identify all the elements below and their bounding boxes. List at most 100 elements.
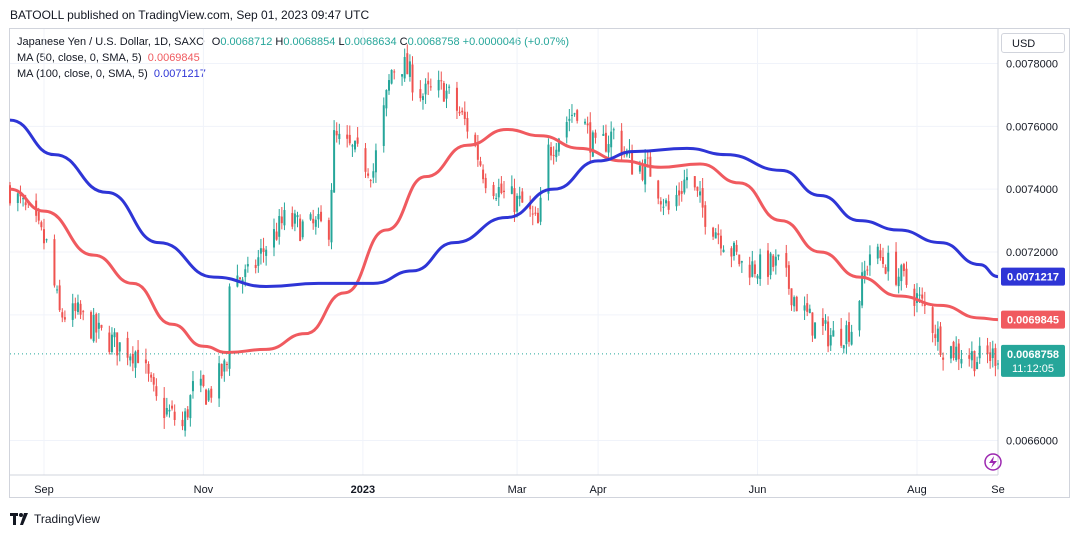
candle-body — [735, 244, 738, 252]
x-tick-label: Se — [991, 484, 1004, 496]
candle-body — [868, 254, 871, 266]
ma50-tag — [1001, 310, 1065, 329]
candle-body — [134, 351, 137, 368]
candle-body — [997, 363, 999, 365]
symbol-name[interactable]: Japanese Yen / U.S. Dollar, 1D, SAXO — [17, 36, 205, 48]
last-price-countdown: 11:12:05 — [1012, 363, 1054, 375]
candle-body — [821, 317, 824, 327]
candle-body — [675, 194, 678, 207]
candle-body — [408, 61, 411, 77]
candle-body — [351, 145, 354, 147]
ohlc-low: 0.0068634 — [344, 36, 397, 48]
candle-body — [385, 89, 388, 109]
candle-body — [244, 269, 247, 278]
candle-body — [421, 96, 424, 101]
candle-body — [952, 341, 955, 358]
candle-body — [283, 210, 286, 226]
candle-body — [191, 381, 194, 392]
candle-body — [110, 334, 113, 353]
candle-body — [168, 409, 171, 412]
candle-body — [58, 285, 61, 311]
candle-body — [390, 69, 393, 84]
candle-body — [991, 348, 994, 359]
currency-button[interactable]: USD — [1001, 33, 1065, 53]
candle-body — [144, 359, 147, 364]
ohlc-low-label: L — [338, 36, 345, 48]
candle-body — [808, 308, 811, 314]
candle-body — [829, 335, 832, 346]
candle-body — [565, 122, 568, 138]
candle-body — [411, 64, 414, 93]
x-tick-label: Apr — [590, 484, 607, 496]
candle-body — [228, 286, 231, 369]
candle-body — [659, 201, 662, 205]
candle-body — [440, 80, 443, 82]
candle-body — [662, 206, 665, 208]
candle-body — [790, 288, 793, 306]
publisher-line: BATOOLL published on TradingView.com, Se… — [10, 8, 370, 22]
legend-ma50-row[interactable]: MA (50, close, 0, SMA, 5) 0.0069845 — [17, 51, 200, 65]
candle-body — [876, 246, 879, 259]
candle-body — [900, 265, 903, 282]
candle-body — [678, 190, 681, 196]
replay-bolt-icon[interactable] — [984, 453, 1002, 471]
candle-body — [314, 219, 317, 227]
y-tick-label: 0.0072000 — [1006, 247, 1058, 259]
candle-body — [699, 191, 702, 196]
candle-body — [536, 212, 539, 224]
candle-body — [82, 311, 85, 313]
candle-body — [442, 83, 445, 102]
candle-body — [448, 86, 451, 88]
candle-body — [503, 190, 505, 192]
candle-body — [113, 332, 116, 338]
candle-body — [931, 307, 934, 333]
candle-body — [429, 86, 432, 88]
candle-body — [968, 355, 971, 359]
candle-body — [939, 326, 942, 355]
last-price-tag — [1001, 344, 1065, 377]
candle-body — [71, 303, 74, 320]
candle-body — [756, 275, 759, 279]
candle-body — [902, 264, 905, 272]
candle-body — [824, 320, 827, 324]
candle-body — [22, 198, 25, 200]
candle-body — [131, 353, 134, 364]
candle-body — [61, 312, 64, 318]
candle-body — [733, 242, 736, 256]
candle-body — [976, 362, 979, 370]
ohlc-high-label: H — [275, 36, 284, 48]
candle-body — [573, 113, 576, 115]
candle-body — [275, 231, 278, 240]
candle-body — [76, 302, 79, 312]
x-tick-label: Jun — [749, 484, 767, 496]
candle-body — [118, 342, 121, 352]
ohlc-close-label: C — [399, 36, 408, 48]
candle-body — [137, 349, 140, 363]
candle-body — [199, 378, 202, 386]
candle-body — [955, 346, 958, 361]
candle-body — [173, 411, 176, 420]
candle-body — [95, 314, 98, 333]
x-tick-label: Aug — [907, 484, 927, 496]
candle-body — [589, 122, 592, 153]
candle-body — [272, 229, 275, 248]
candle-body — [738, 254, 741, 265]
y-tick-label: 0.0066000 — [1006, 435, 1058, 447]
candle-body — [973, 351, 976, 372]
legend-symbol-row: Japanese Yen / U.S. Dollar, 1D, SAXO O0.… — [17, 35, 569, 49]
candle-body — [696, 186, 699, 191]
last-price-tag-label: 0.0068758 — [1007, 349, 1059, 361]
candle-body — [879, 250, 882, 259]
candle-body — [445, 90, 448, 99]
candle-body — [210, 388, 213, 398]
candle-body — [223, 360, 226, 372]
candle-body — [497, 187, 500, 198]
candle-body — [239, 277, 242, 280]
y-tick-label: 0.0078000 — [1006, 59, 1058, 71]
candle-body — [612, 129, 615, 131]
legend-ma100-row[interactable]: MA (100, close, 0, SMA, 5) 0.0071217 — [17, 67, 206, 81]
candle-body — [90, 312, 93, 339]
candle-body — [165, 407, 168, 415]
candle-body — [978, 345, 981, 359]
